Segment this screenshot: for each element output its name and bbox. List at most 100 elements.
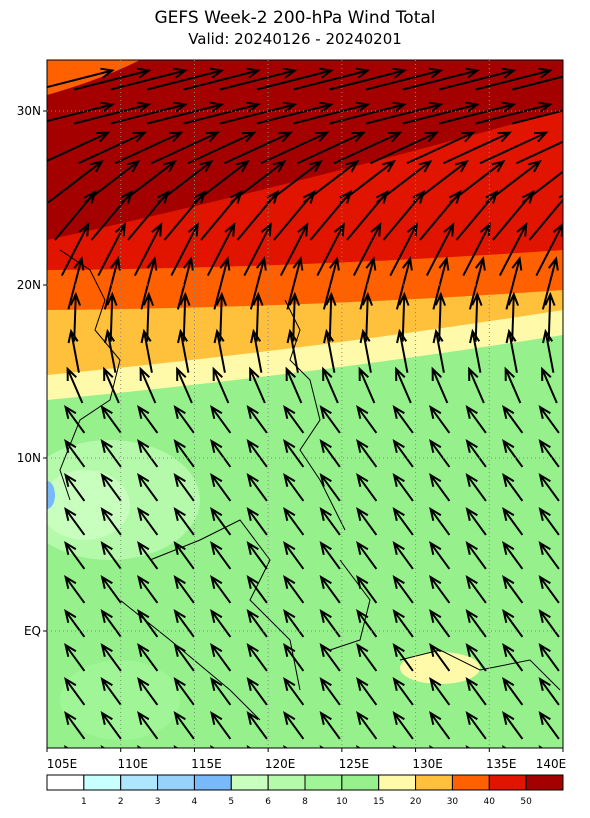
wind-arrow <box>502 404 524 434</box>
wind-arrow <box>370 131 439 165</box>
wind-arrow <box>137 404 159 434</box>
wind-arrow <box>110 101 188 125</box>
wind-arrow <box>224 131 293 165</box>
colorbar-label: 40 <box>484 797 496 807</box>
wind-arrow <box>273 190 316 241</box>
colorbar-box <box>341 774 380 791</box>
wind-arrow <box>246 608 268 638</box>
wind-arrow <box>475 101 553 125</box>
wind-arrow <box>54 190 97 241</box>
shade <box>47 60 140 95</box>
wind-arrow <box>146 67 225 91</box>
wind-arrow <box>319 404 341 434</box>
wind-arrow <box>538 540 560 570</box>
wind-arrow <box>100 608 122 638</box>
wind-arrow <box>358 366 376 404</box>
wind-arrow <box>64 472 86 502</box>
wind-arrow <box>352 222 382 277</box>
wind-arrow <box>498 222 528 277</box>
wind-arrow <box>511 75 563 91</box>
wind-arrow <box>173 676 195 706</box>
wind-arrow <box>283 710 305 740</box>
wind-arrow <box>465 676 487 706</box>
wind-arrow <box>285 366 303 404</box>
colorbar-box <box>378 774 417 791</box>
wind-arrow <box>356 608 378 638</box>
wind-arrow <box>356 540 378 570</box>
wind-arrow <box>249 256 267 310</box>
wind-arrow <box>333 131 403 165</box>
wind-arrow <box>392 438 414 468</box>
lon-label: 110E <box>117 757 148 771</box>
wind-arrow <box>455 190 499 241</box>
wind-arrow <box>103 366 120 404</box>
colorbar-box <box>415 774 453 791</box>
wind-arrow <box>173 744 179 748</box>
wind-arrow <box>392 608 414 638</box>
wind-arrow <box>47 159 104 204</box>
wind-arrow <box>382 190 426 241</box>
wind-arrow <box>541 256 559 310</box>
wind-arrow <box>502 472 524 502</box>
wind-arrow <box>429 642 451 672</box>
wind-arrow <box>137 540 159 570</box>
wind-arrow <box>283 404 305 434</box>
colorbar-box <box>120 774 159 791</box>
wind-arrow <box>173 506 195 536</box>
wind-arrow <box>66 366 84 404</box>
wind-arrow <box>256 67 334 91</box>
lat-label: EQ <box>24 624 41 638</box>
wind-arrow <box>502 710 524 740</box>
wind-arrow <box>100 676 122 706</box>
wind-arrow <box>319 506 341 536</box>
wind-arrow <box>465 642 487 672</box>
wind-arrow <box>469 328 482 373</box>
wind-arrow <box>47 101 115 123</box>
wind-arrow <box>465 744 471 748</box>
wind-arrow <box>210 608 232 638</box>
wind-arrow <box>429 506 451 536</box>
colorbar-box <box>267 774 306 791</box>
wind-arrow <box>392 404 414 434</box>
wind-arrow <box>179 291 191 342</box>
wind-arrow <box>67 256 85 310</box>
lon-label: 125E <box>339 757 370 771</box>
wind-arrow <box>429 404 451 434</box>
lat-label: 20N <box>17 278 41 292</box>
wind-arrow <box>475 67 553 91</box>
wind-arrow <box>151 131 220 165</box>
wind-arrow <box>176 256 194 310</box>
colorbar-box <box>230 774 269 791</box>
wind-arrow <box>438 67 517 91</box>
wind-arrow <box>279 222 309 277</box>
wind-arrow <box>325 291 337 342</box>
colorbar-box <box>451 774 490 791</box>
wind-arrow <box>170 222 199 277</box>
wind-arrow <box>67 328 80 373</box>
wind-arrow <box>432 256 450 310</box>
wind-arrow <box>60 222 90 277</box>
wind-arrow <box>213 256 231 310</box>
wind-arrow <box>110 67 188 91</box>
wind-arrow <box>429 574 451 604</box>
wind-arrow <box>319 472 341 502</box>
wind-arrow <box>210 472 232 502</box>
colorbar-label: 5 <box>228 797 234 807</box>
wind-arrow <box>64 506 86 536</box>
wind-arrow <box>64 608 86 638</box>
wind-arrow <box>429 710 451 740</box>
wind-arrow <box>100 574 122 604</box>
colorbar-label: 2 <box>118 797 124 807</box>
shade <box>47 481 55 509</box>
wind-arrow <box>502 642 524 672</box>
coastline <box>59 249 121 501</box>
wind-arrow <box>492 190 535 241</box>
wind-arrow <box>319 710 341 740</box>
wind-arrow <box>246 744 252 748</box>
wind-arrow <box>137 642 159 672</box>
wind-arrow <box>210 574 232 604</box>
wind-arrow <box>210 506 232 536</box>
wind-arrow <box>100 472 122 502</box>
wind-arrow <box>505 328 518 373</box>
wind-arrow <box>392 506 414 536</box>
